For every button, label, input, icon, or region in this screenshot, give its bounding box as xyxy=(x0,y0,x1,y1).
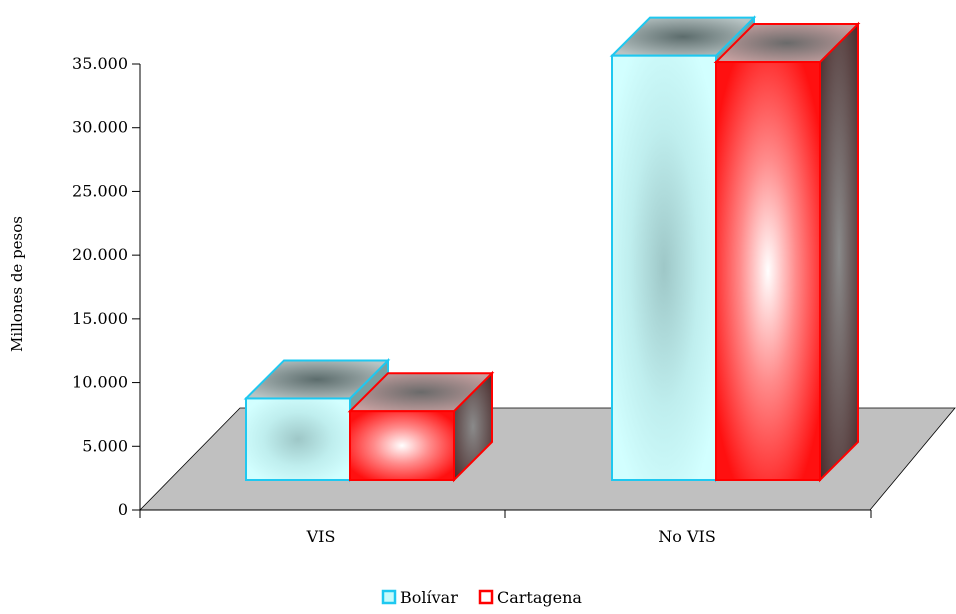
y-tick-label: 30.000 xyxy=(72,118,128,137)
legend-label: Bolívar xyxy=(400,588,458,607)
y-tick-label: 15.000 xyxy=(72,309,128,328)
bars-layer xyxy=(243,15,861,483)
y-tick-label: 20.000 xyxy=(72,245,128,264)
axes: 0 5.000 10.000 15.000 20.000 25.000 30.000 35.0… xyxy=(72,54,872,546)
bar-side xyxy=(819,21,859,483)
bar xyxy=(713,21,861,483)
legend-item: Bolívar xyxy=(381,588,458,607)
legend-item: Cartagena xyxy=(478,588,582,607)
y-tick-label: 10.000 xyxy=(72,373,128,392)
bar-front xyxy=(349,410,455,481)
y-tick-label: 35.000 xyxy=(72,54,128,73)
bar-front xyxy=(715,61,821,482)
y-tick-label: 25.000 xyxy=(72,181,128,200)
x-tick-label: VIS xyxy=(306,527,336,546)
legend-swatch xyxy=(381,589,397,605)
y-tick-label: 0 xyxy=(118,500,128,519)
x-tick-label: No VIS xyxy=(658,527,716,546)
legend-label: Cartagena xyxy=(497,588,582,607)
bar-front xyxy=(611,54,717,481)
bar-front xyxy=(245,397,351,481)
legend: Bolívar Cartagena xyxy=(381,588,582,607)
y-tick-label: 5.000 xyxy=(82,436,128,455)
bar xyxy=(347,370,495,483)
y-axis-title: Millones de pesos xyxy=(8,216,26,352)
legend-swatch xyxy=(478,589,494,605)
